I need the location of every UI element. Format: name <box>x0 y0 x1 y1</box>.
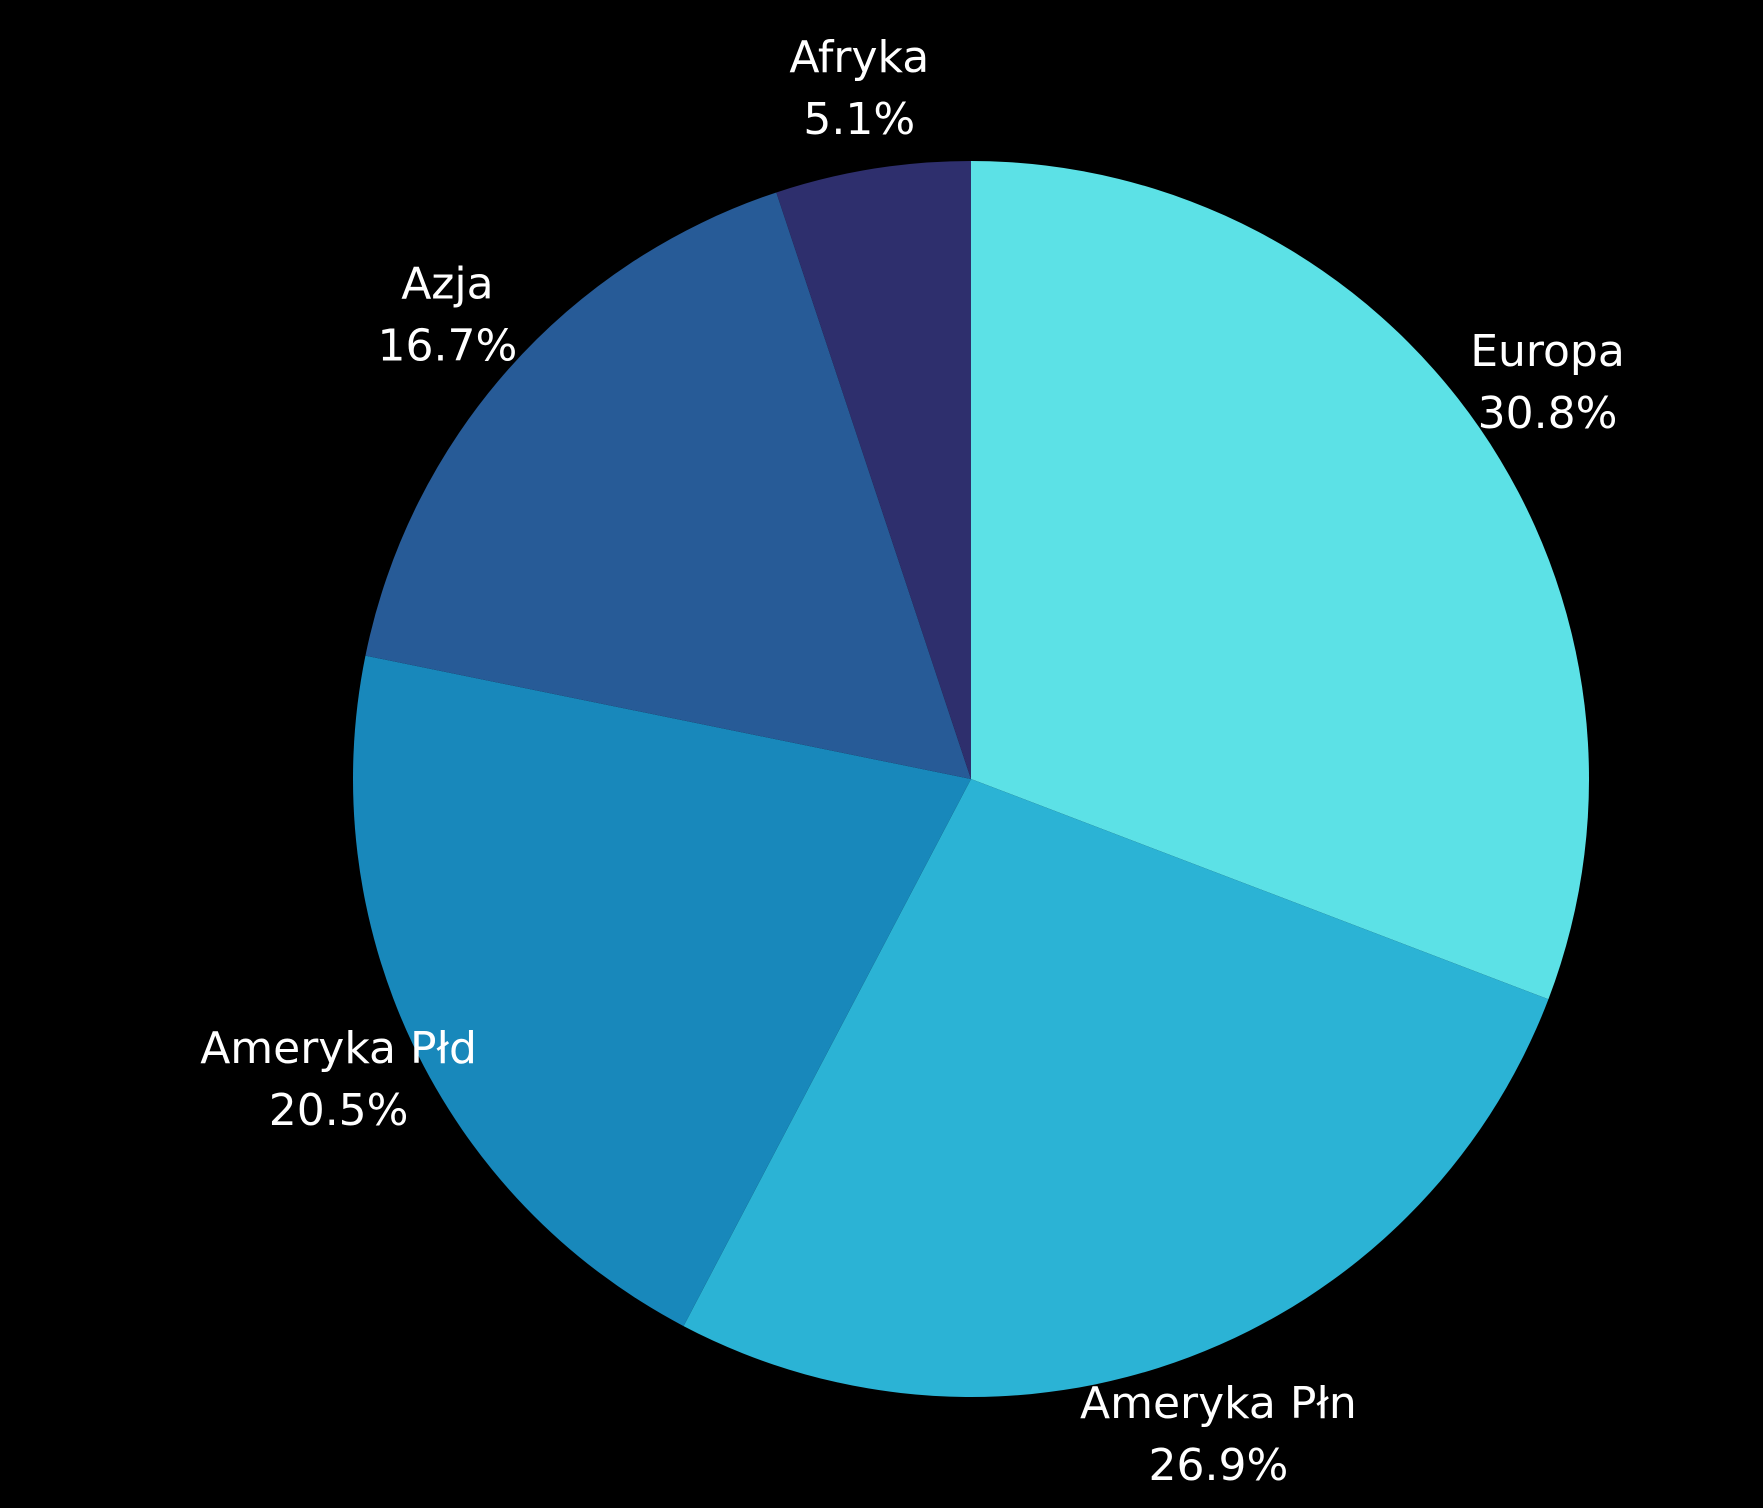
slice-value-azja: 16.7% <box>378 320 518 371</box>
slice-label-afryka: Afryka <box>789 32 929 83</box>
slice-value-afryka: 5.1% <box>803 94 915 145</box>
pie-slice-europa <box>971 161 1590 1000</box>
slice-label-ameryka-pld: Ameryka Płd <box>200 1023 477 1074</box>
slice-label-europa: Europa <box>1470 326 1625 377</box>
slice-value-ameryka-pld: 20.5% <box>269 1085 409 1136</box>
pie-slices <box>353 161 1590 1397</box>
slice-value-europa: 30.8% <box>1478 388 1618 439</box>
pie-slice-azja <box>365 192 971 779</box>
pie-slice-afryka <box>776 161 971 779</box>
slice-label-ameryka-pln: Ameryka Płn <box>1080 1378 1357 1429</box>
slice-label-azja: Azja <box>401 258 493 309</box>
pie-slice-ameryka-pln <box>683 779 1549 1397</box>
pie-labels: Europa 30.8% Ameryka Płn 26.9% Ameryka Płd 20… <box>200 32 1625 1491</box>
slice-value-ameryka-pln: 26.9% <box>1149 1440 1289 1491</box>
pie-slice-ameryka-pld <box>353 655 971 1327</box>
